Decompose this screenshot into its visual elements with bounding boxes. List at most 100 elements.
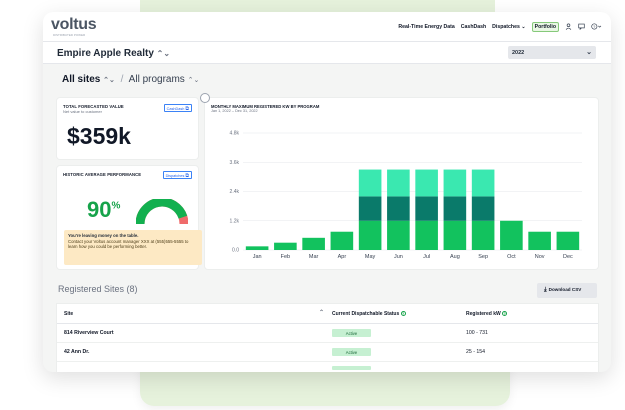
warning-text: Contact your Voltus account manager XXX … bbox=[68, 238, 189, 250]
voltus-logo[interactable]: voltus bbox=[51, 16, 97, 33]
gauge-fill bbox=[136, 199, 188, 225]
nav-dispatches[interactable]: Dispatches ⌄ bbox=[492, 24, 526, 30]
x-tick-label: May bbox=[365, 254, 376, 260]
chart-bar-segment[interactable] bbox=[330, 231, 354, 250]
forecast-card: TOTAL FORECASTED VALUE Net value to cust… bbox=[57, 98, 198, 159]
sort-chevrons-icon: ⌃⌄ bbox=[187, 77, 200, 84]
status-badge: Active bbox=[332, 329, 371, 337]
table-row[interactable] bbox=[57, 362, 598, 372]
chart-bar-segment[interactable] bbox=[274, 242, 297, 250]
top-navbar: voltus DISTRIBUTED POWER Real-Time Energ… bbox=[43, 12, 611, 42]
x-tick-label: Sep bbox=[478, 254, 488, 260]
x-tick-label: Jan bbox=[253, 254, 262, 260]
registered-kw: 25 - 154 bbox=[466, 349, 486, 355]
chart-bar-segment[interactable] bbox=[415, 196, 438, 221]
logo-tagline: DISTRIBUTED POWER bbox=[53, 33, 86, 37]
programs-filter[interactable]: All programs ⌃⌄ bbox=[128, 74, 200, 85]
chart-bar-segment[interactable] bbox=[471, 220, 495, 250]
company-selector[interactable]: Empire Apple Realty ⌃⌄ bbox=[57, 48, 171, 59]
sites-header: Registered Sites (8) bbox=[58, 284, 138, 294]
sort-chevrons-icon: ⌃⌄ bbox=[156, 49, 171, 58]
forecast-sublabel: Net value to customer bbox=[63, 109, 102, 114]
nav-portfolio[interactable]: Portfolio bbox=[531, 22, 559, 32]
column-status[interactable]: Current Dispatchable Status ? bbox=[332, 311, 406, 317]
chart-bar-segment[interactable] bbox=[415, 220, 438, 250]
chart-bar-segment[interactable] bbox=[415, 169, 438, 197]
nav-links: Real-Time Energy Data CashDash Dispatche… bbox=[398, 22, 603, 32]
table-row[interactable]: 42 Ann Dr. Active 25 - 154 bbox=[57, 343, 598, 362]
external-link-icon: ⧉ bbox=[185, 106, 189, 112]
site-name[interactable]: 814 Riverview Court bbox=[64, 330, 114, 336]
bar-chart: 0.0 1.2k 2.4k 3.6k 4.8k Jan Feb Mar Apr May Jun Jul… bbox=[230, 131, 582, 260]
sites-filter[interactable]: All sites ⌃⌄ bbox=[62, 74, 115, 85]
forecast-value: $359k bbox=[67, 123, 131, 149]
chart-bar-segment[interactable] bbox=[387, 220, 410, 250]
chart-subtitle: Jan 1, 2022 – Dec 31, 2022 bbox=[211, 109, 258, 113]
download-csv-button[interactable]: ⤓ Download CSV bbox=[537, 283, 597, 298]
chart-bar-segment[interactable] bbox=[387, 196, 410, 221]
chevron-down-icon: ⌄ bbox=[586, 49, 592, 56]
x-tick-label: Oct bbox=[507, 254, 516, 260]
sort-arrow-icon[interactable]: ⌃ bbox=[319, 310, 325, 316]
chart-bar-segment[interactable] bbox=[358, 169, 382, 197]
site-name[interactable]: 42 Ann Dr. bbox=[64, 349, 90, 355]
performance-gauge bbox=[136, 199, 188, 225]
chart-bar-segment[interactable] bbox=[556, 231, 580, 250]
info-icon[interactable]: ? bbox=[400, 311, 406, 316]
chart-bar-segment[interactable] bbox=[443, 196, 467, 221]
column-registered-kw[interactable]: Registered kW ? bbox=[466, 311, 508, 317]
info-icon[interactable]: ? bbox=[502, 311, 508, 316]
status-badge: Active bbox=[332, 348, 371, 356]
x-tick-label: Jul bbox=[423, 254, 430, 260]
chart-bar-segment[interactable] bbox=[443, 220, 467, 250]
x-tick-label: Nov bbox=[535, 254, 545, 260]
chart-bar-segment[interactable] bbox=[528, 231, 551, 250]
cashdash-button[interactable]: CashDash ⧉ bbox=[163, 104, 192, 112]
warning-title: You're leaving money on the table. bbox=[68, 233, 139, 238]
sort-chevrons-icon: ⌃⌄ bbox=[103, 77, 115, 84]
chart-bar-segment[interactable] bbox=[471, 196, 495, 221]
chart-bar-segment[interactable] bbox=[358, 220, 382, 250]
dispatches-button[interactable]: Dispatches ⧉ bbox=[162, 171, 192, 179]
x-tick-label: Aug bbox=[450, 254, 460, 260]
chart-card: MONTHLY MAXIMUM REGISTERED KW BY PROGRAM… bbox=[205, 98, 598, 269]
chat-icon[interactable] bbox=[578, 23, 585, 32]
forecast-label: TOTAL FORECASTED VALUE bbox=[63, 104, 124, 109]
warning-banner: You're leaving money on the table. Conta… bbox=[64, 230, 202, 265]
x-tick-label: Mar bbox=[309, 254, 319, 260]
svg-text:?: ? bbox=[593, 24, 596, 29]
help-icon[interactable]: ? bbox=[591, 23, 603, 32]
nav-real-time-energy-data[interactable]: Real-Time Energy Data bbox=[398, 24, 455, 30]
external-link-icon: ⧉ bbox=[185, 173, 189, 179]
registered-kw: 100 - 731 bbox=[466, 330, 488, 336]
column-site[interactable]: Site bbox=[64, 311, 74, 317]
chevron-down-icon: ⌄ bbox=[521, 24, 526, 30]
chart-bar-segment[interactable] bbox=[500, 220, 523, 250]
performance-label: HISTORIC AVERAGE PERFORMANCE bbox=[63, 172, 142, 177]
performance-percent: 90% bbox=[87, 197, 121, 222]
company-bar: Empire Apple Realty ⌃⌄ 2022 ⌄ bbox=[43, 42, 611, 64]
y-tick-label: 1.2k bbox=[230, 218, 240, 224]
table-row[interactable]: 814 Riverview Court Active 100 - 731 bbox=[57, 324, 598, 343]
x-tick-label: Feb bbox=[281, 254, 290, 260]
chart-bar-segment[interactable] bbox=[387, 169, 410, 197]
chart-bar-segment[interactable] bbox=[245, 246, 269, 250]
y-tick-label: 2.4k bbox=[230, 189, 240, 195]
chart-title: MONTHLY MAXIMUM REGISTERED KW BY PROGRAM bbox=[211, 104, 320, 109]
chart-bar-segment[interactable] bbox=[358, 196, 382, 221]
year-select[interactable]: 2022 ⌄ bbox=[508, 46, 596, 59]
y-tick-label: 3.6k bbox=[230, 160, 240, 166]
app-window: voltus DISTRIBUTED POWER Real-Time Energ… bbox=[43, 12, 611, 372]
status-badge bbox=[332, 366, 371, 370]
x-tick-label: Jun bbox=[394, 254, 403, 260]
y-tick-label: 0.0 bbox=[232, 248, 239, 254]
chart-bar-segment[interactable] bbox=[302, 237, 325, 250]
y-tick-label: 4.8k bbox=[230, 131, 240, 137]
filter-breadcrumb: All sites ⌃⌄ / All programs ⌃⌄ bbox=[62, 74, 199, 85]
chart-bar-segment[interactable] bbox=[443, 169, 467, 197]
user-icon[interactable] bbox=[565, 22, 572, 32]
nav-cashdash[interactable]: CashDash bbox=[460, 24, 487, 30]
chart-bar-segment[interactable] bbox=[471, 169, 495, 197]
cursor-indicator bbox=[200, 93, 210, 103]
